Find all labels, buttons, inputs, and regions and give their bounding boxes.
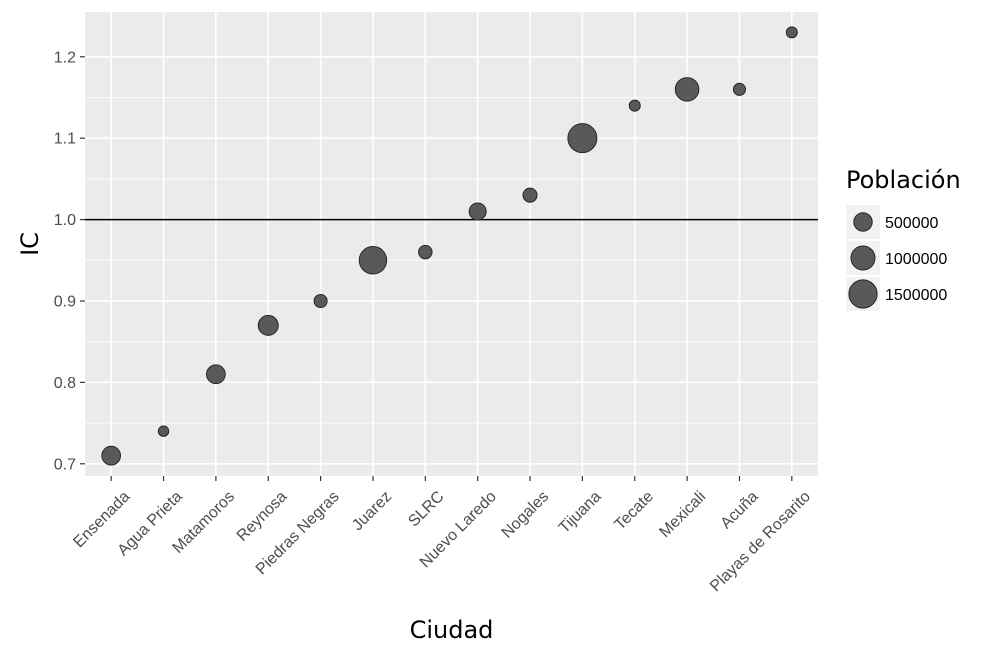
legend-label: 1000000 <box>885 251 947 268</box>
y-tick-label: 0.7 <box>54 456 76 473</box>
y-tick-label: 1.1 <box>54 131 76 148</box>
x-axis-title: Ciudad <box>410 616 494 644</box>
data-point <box>157 425 170 437</box>
data-point <box>785 26 798 39</box>
major-gridlines <box>85 12 818 476</box>
x-tick-label: Tijuana <box>556 488 605 537</box>
data-point <box>468 202 487 221</box>
data-points <box>101 26 798 466</box>
data-point <box>101 445 122 466</box>
plot-panel <box>85 12 818 476</box>
data-point <box>522 187 538 203</box>
data-point <box>674 77 700 102</box>
legend: Población 500000 1000000 1500000 <box>846 166 961 311</box>
data-point <box>257 314 279 336</box>
legend-label: 1500000 <box>885 287 947 304</box>
x-tick-label: SLRC <box>405 488 447 530</box>
x-tick-label: Nogales <box>499 488 553 542</box>
legend-key-point <box>848 279 878 309</box>
y-axis-title: IC <box>16 232 44 256</box>
data-point <box>732 82 747 96</box>
y-axis-ticks: 0.7 0.8 0.9 1.0 1.1 1.2 <box>54 49 85 473</box>
legend-keys: 500000 1000000 1500000 <box>846 205 947 311</box>
data-point <box>313 293 328 309</box>
legend-title: Población <box>846 166 961 194</box>
data-point <box>358 246 388 275</box>
x-tick-label: Juarez <box>349 488 395 534</box>
y-tick-label: 0.9 <box>54 293 76 310</box>
data-point <box>567 123 598 154</box>
legend-key-point <box>850 245 876 271</box>
data-point <box>206 364 226 385</box>
data-point <box>418 244 433 260</box>
y-tick-label: 1.2 <box>54 49 76 66</box>
minor-gridlines <box>85 97 818 424</box>
x-tick-label: Acuña <box>718 488 762 532</box>
x-tick-label: Mexicali <box>656 488 709 541</box>
y-tick-label: 1.0 <box>54 212 76 229</box>
legend-label: 500000 <box>885 215 938 232</box>
y-tick-label: 0.8 <box>54 375 76 392</box>
data-point <box>628 99 641 112</box>
x-tick-label: Playas de Rosarito <box>707 488 814 595</box>
x-tick-label: Tecate <box>612 488 657 533</box>
legend-key-point <box>853 212 873 232</box>
